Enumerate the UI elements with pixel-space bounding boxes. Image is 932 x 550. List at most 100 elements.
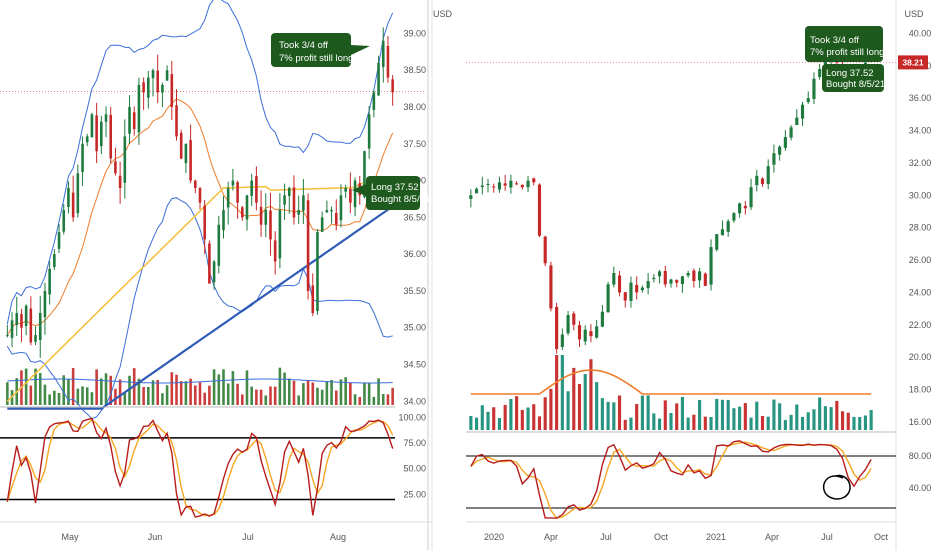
left-volume-bar [67,379,70,405]
left-volume-bar [302,383,305,405]
right-candle-body [732,213,736,221]
right-candle-body [743,205,747,209]
left-volume-bar [203,392,206,405]
right-volume-bar [503,404,507,430]
left-y-tick-label: 39.00 [403,28,426,38]
left-candle-body [29,308,33,343]
right-x-tick-label: Apr [544,532,558,542]
left-volume-bar [90,392,94,405]
left-volume-bar [24,368,28,405]
right-x-tick-label: Jul [600,532,612,542]
right-candle-body [537,184,542,236]
left-volume-bar [118,379,122,405]
left-volume-bar [381,394,385,405]
left-candle-body [67,187,70,208]
left-candle-body [34,335,37,342]
right-volume-bar [800,417,805,430]
right-volume-bar [766,416,770,430]
left-candle-body [118,175,122,188]
right-exit-annotation-line: Took 3/4 off [810,35,859,46]
left-stoch-d-line [6,418,394,517]
right-candle-body [806,98,810,103]
left-volume-bar [367,383,371,405]
right-volume-bar [606,401,610,430]
left-volume-bar [311,382,315,405]
right-candle-body [789,127,793,138]
right-candle-body [686,272,690,276]
right-volume-bar [635,404,639,430]
left-volume-bar [287,378,291,405]
left-candle-body [292,187,296,218]
left-candle-body [24,305,28,327]
left-volume-bar [353,394,357,405]
left-sma50-line [6,181,393,402]
left-volume-bar [137,378,141,405]
right-volume-bar [572,367,576,430]
left-volume-bar [283,372,286,405]
left-daily-chart: 39.0038.5038.0037.5037.0036.5036.0035.50… [0,0,452,550]
right-volume-bar [623,419,627,430]
left-ema-line [6,98,394,336]
left-bollinger-lower-line [6,197,393,420]
left-candle-body [240,207,244,218]
right-volume-bar [600,398,604,430]
right-volume-bar [583,374,587,430]
right-candle-body [629,282,633,301]
left-volume-bar [81,386,84,405]
left-volume-bar [151,380,155,405]
left-volume-bar [372,396,376,405]
right-y-tick-label: 28.00 [909,223,932,233]
left-candle-body [344,187,347,192]
left-candle-body [95,115,98,152]
left-candle-body [330,210,333,212]
right-candle-body [698,271,702,281]
right-candle-body [818,69,822,78]
left-candle-body [287,187,291,196]
left-candle-body [165,70,169,81]
left-candle-body [147,77,150,98]
left-candle-body [236,182,239,203]
left-candle-body [194,180,197,188]
right-currency-label: USD [904,9,924,19]
right-candle-body [778,146,782,155]
right-volume-bar [652,413,656,430]
left-candle-body [363,151,366,198]
left-volume-bar [147,386,150,405]
left-candle-body [10,320,14,338]
left-candle-body [189,140,192,181]
left-candle-body [217,224,221,266]
right-volume-bar [755,401,759,430]
left-volume-bar [76,388,80,405]
right-volume-bar [640,395,644,430]
left-candle-body [53,254,56,267]
right-candle-body [532,178,536,183]
left-candle-body [114,161,117,174]
left-volume-bar [306,380,310,405]
right-candle-body [692,270,696,282]
right-volume-bar [789,414,793,430]
right-candle-body [503,183,507,186]
right-volume-bar [486,411,490,430]
right-volume-bar [703,416,707,430]
left-candle-body [302,195,305,211]
right-volume-bar [566,391,570,430]
left-y-tick-label: 37.50 [403,139,426,149]
left-volume-ma-line [7,378,393,384]
right-y-tick-label: 24.00 [909,287,932,297]
left-candle-body [179,132,183,159]
right-volume-bar [726,399,730,430]
right-volume-bar [537,416,542,430]
left-entry-annotation-line: Long 37.52 [371,182,419,193]
left-volume-bar [386,394,390,405]
left-candle-body [203,205,206,240]
left-candle-body [283,195,286,205]
right-candle-body [480,185,484,187]
right-candle-body [555,306,559,350]
right-candle-body [800,104,805,119]
right-stoch-k-line [470,440,872,519]
right-x-tick-label: Apr [765,532,779,542]
left-volume-bar [391,387,394,405]
left-candle-body [90,114,94,137]
left-volume-bar [175,374,178,405]
left-volume-bar [231,371,235,405]
